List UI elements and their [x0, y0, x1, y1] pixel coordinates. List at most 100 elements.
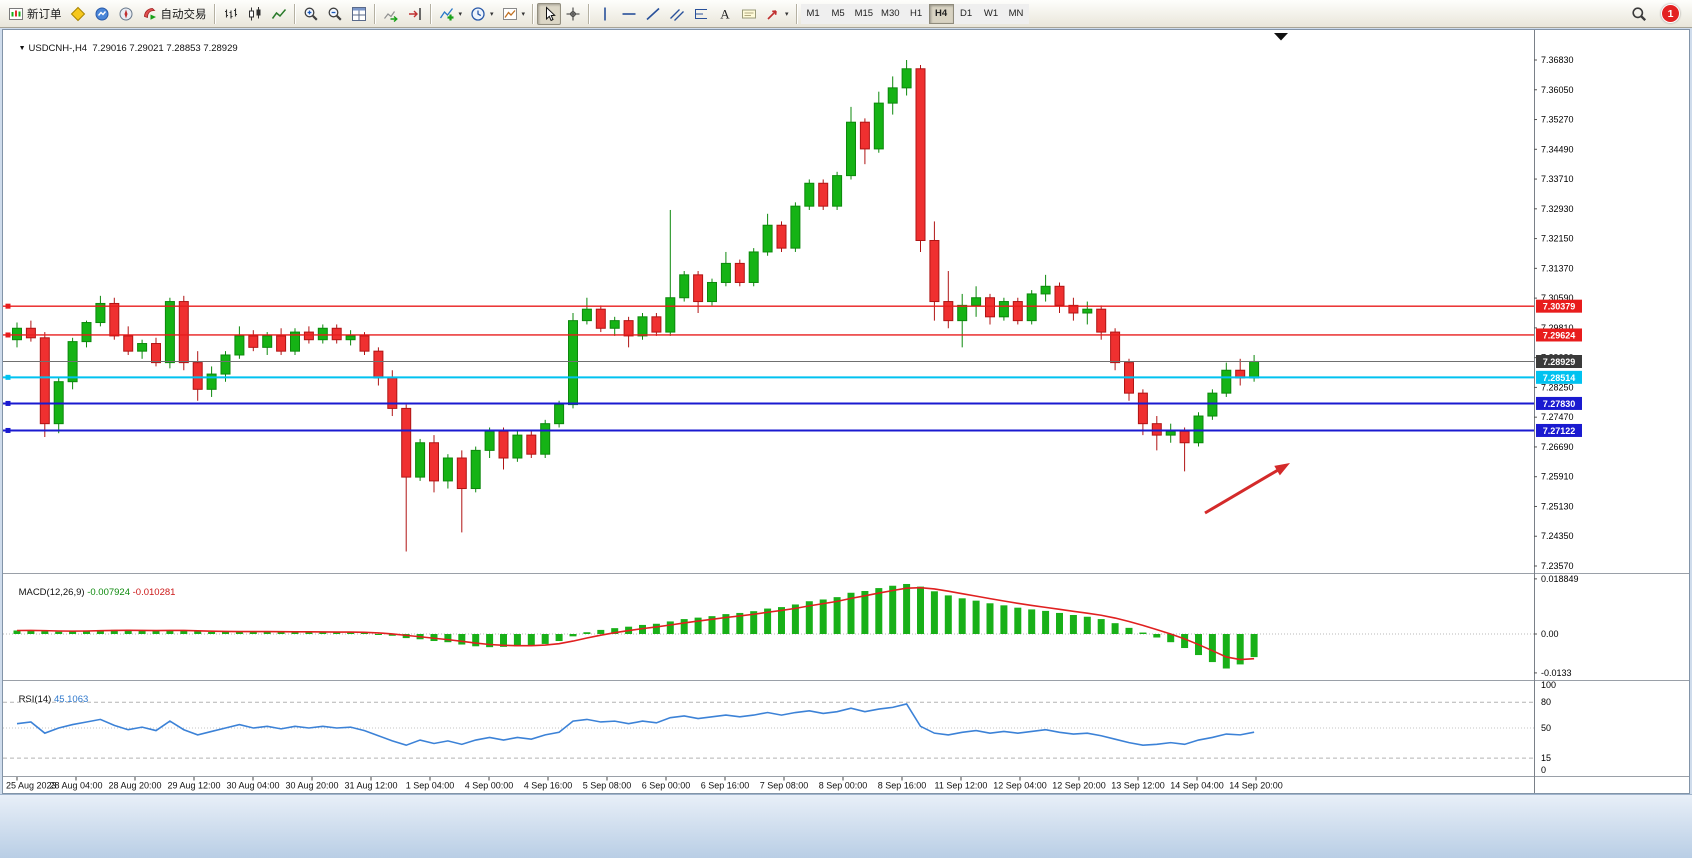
symbol-dropdown-icon[interactable]: ▼ — [18, 45, 26, 52]
timeframe-m1-button[interactable]: M1 — [800, 3, 826, 24]
templates-button[interactable]: ▾ — [498, 3, 530, 25]
resistance-line[interactable] — [3, 332, 1534, 338]
candle — [832, 171, 843, 210]
trend-arrow-annotation[interactable] — [1204, 463, 1290, 515]
candle — [1054, 282, 1065, 314]
timeframe-mn-button[interactable]: MN — [1003, 3, 1029, 24]
line-handle[interactable] — [5, 400, 11, 406]
text-label-button[interactable] — [737, 3, 761, 25]
svg-text:7.29810: 7.29810 — [1541, 323, 1574, 333]
metaeditor-button[interactable] — [66, 3, 90, 25]
scroll-to-end-marker[interactable] — [1274, 33, 1288, 41]
svg-text:12 Sep 20:00: 12 Sep 20:00 — [1052, 781, 1106, 791]
support-line-cyan[interactable] — [3, 374, 1534, 380]
timeframe-h1-button[interactable]: H1 — [903, 3, 929, 24]
timeframe-m15-button[interactable]: M15 — [850, 3, 878, 24]
candle — [248, 330, 259, 352]
candle — [164, 297, 175, 369]
indicators-button[interactable]: ▾ — [435, 3, 467, 25]
candle — [359, 332, 370, 355]
tile-windows-button[interactable] — [347, 3, 371, 25]
auto-scroll-button[interactable] — [379, 3, 403, 25]
svg-text:28 Aug 20:00: 28 Aug 20:00 — [108, 781, 161, 791]
periods-icon — [471, 6, 485, 21]
vertical-line-button[interactable] — [593, 3, 617, 25]
text-button[interactable]: A — [713, 3, 737, 25]
svg-text:7.27122: 7.27122 — [1543, 426, 1576, 436]
autotrading-icon — [143, 7, 156, 20]
macd-scale: 0.018849 0.00 -0.0133 — [1534, 574, 1579, 678]
notification-badge[interactable]: 1 — [1661, 4, 1680, 23]
candle — [1026, 290, 1037, 325]
candle — [873, 91, 884, 153]
candle — [526, 431, 537, 459]
timeframe-d1-button[interactable]: D1 — [953, 3, 979, 24]
timeframe-m5-button[interactable]: M5 — [825, 3, 851, 24]
candle — [1012, 297, 1023, 325]
candle — [234, 326, 245, 359]
bar-chart-button[interactable] — [219, 3, 243, 25]
market-watch-button[interactable] — [90, 3, 114, 25]
line-handle[interactable] — [5, 374, 11, 380]
autotrading-button[interactable]: 自动交易 — [138, 3, 211, 25]
autotrading-button-label: 自动交易 — [160, 8, 207, 21]
svg-text:7.26690: 7.26690 — [1541, 442, 1574, 452]
candle — [1151, 416, 1162, 451]
toolbar-separator — [429, 3, 432, 24]
trendline-button[interactable] — [641, 3, 665, 25]
zoom-in-button[interactable] — [299, 3, 323, 25]
navigator-button[interactable] — [114, 3, 138, 25]
new-order-button[interactable]: 新订单 — [4, 3, 66, 25]
candle — [734, 259, 745, 287]
svg-text:12 Sep 04:00: 12 Sep 04:00 — [993, 781, 1047, 791]
svg-text:6 Sep 00:00: 6 Sep 00:00 — [642, 781, 691, 791]
timeframe-group: M1 M5 M15 M30 H1 H4 D1 W1 MN — [800, 3, 1029, 24]
toolbar-group-zoom — [299, 3, 371, 25]
svg-text:7.36830: 7.36830 — [1541, 55, 1574, 65]
candle — [887, 76, 898, 115]
arrows-button[interactable]: ▾ — [761, 3, 793, 25]
timeframe-w1-button[interactable]: W1 — [978, 3, 1004, 24]
resistance-line[interactable] — [3, 303, 1534, 309]
chart-canvas[interactable]: 7.36830 7.36050 7.35270 7.34490 7.33710 7.329… — [3, 30, 1689, 793]
crosshair-button[interactable] — [561, 3, 585, 25]
candle — [456, 450, 467, 533]
price-axis: 7.36830 7.36050 7.35270 7.34490 7.33710 7.329… — [1534, 55, 1574, 571]
fibonacci-button[interactable] — [689, 3, 713, 25]
candle — [985, 293, 995, 325]
rsi-scale: 100 80 50 15 0 — [1541, 680, 1556, 775]
indicators-icon — [439, 7, 453, 20]
candle — [846, 106, 856, 180]
svg-text:15: 15 — [1541, 753, 1551, 763]
svg-text:100: 100 — [1541, 680, 1556, 690]
candle — [748, 248, 759, 287]
channel-button[interactable] — [665, 3, 689, 25]
chart-shift-icon — [408, 7, 421, 20]
candle — [623, 316, 634, 348]
fibonacci-icon — [695, 8, 708, 19]
support-line-blue[interactable] — [3, 400, 1534, 406]
toolbar-separator — [293, 3, 296, 24]
timeframe-m30-button[interactable]: M30 — [877, 3, 904, 24]
line-handle[interactable] — [5, 303, 11, 309]
toolbar-group-pointer — [537, 2, 585, 25]
svg-text:7.24350: 7.24350 — [1541, 531, 1574, 541]
dropdown-caret-icon: ▾ — [785, 10, 789, 18]
toolbar-group-scroll — [379, 3, 427, 25]
timeframe-h4-button[interactable]: H4 — [928, 3, 954, 24]
toolbar-right: 1 — [1627, 3, 1688, 25]
candle — [151, 337, 161, 367]
zoom-out-button[interactable] — [323, 3, 347, 25]
search-button[interactable] — [1627, 3, 1651, 25]
line-handle[interactable] — [5, 427, 11, 433]
line-handle[interactable] — [5, 332, 11, 338]
candlestick-chart-button[interactable] — [243, 3, 267, 25]
cursor-button[interactable] — [537, 2, 562, 25]
chart-shift-button[interactable] — [403, 3, 427, 25]
line-chart-button[interactable] — [267, 3, 291, 25]
periods-button[interactable]: ▾ — [466, 3, 498, 25]
horizontal-line-button[interactable] — [617, 3, 641, 25]
candles — [12, 60, 1260, 552]
line-chart-icon — [271, 8, 286, 19]
support-line-blue[interactable] — [3, 427, 1534, 433]
